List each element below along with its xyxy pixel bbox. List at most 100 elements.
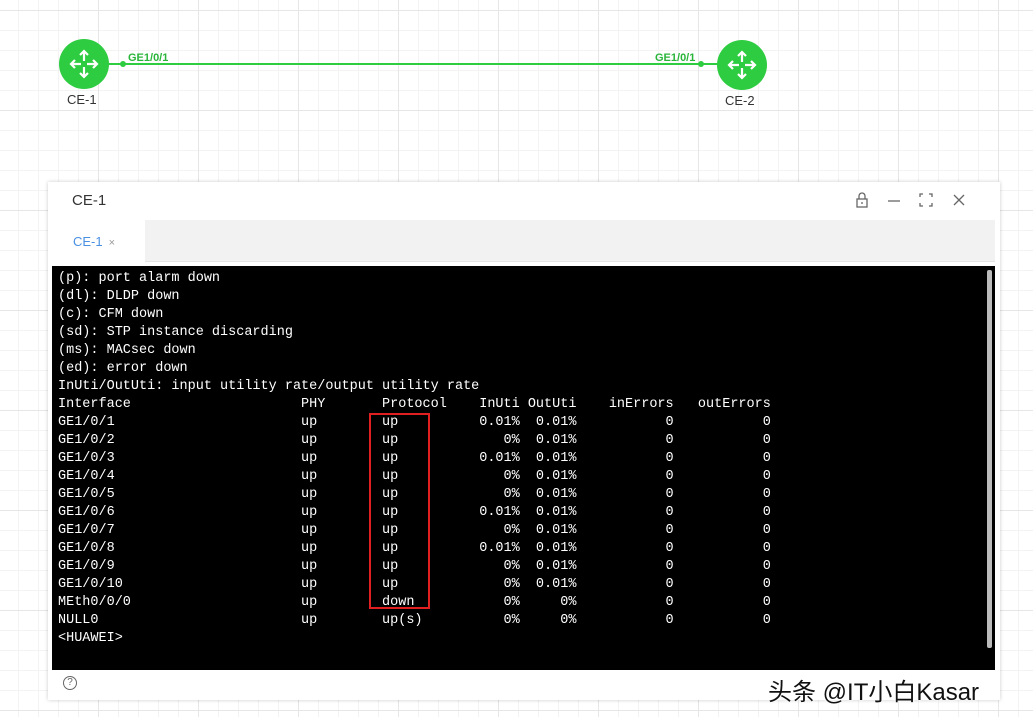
cell-4: 0% bbox=[560, 613, 577, 628]
cell-2: down bbox=[382, 595, 415, 610]
table-row: NULL0 up up(s) 0% 0% 0 0 bbox=[58, 612, 771, 630]
table-row: GE1/0/2 up up 0% 0.01% 0 0 bbox=[58, 432, 771, 450]
cell-5: 0 bbox=[665, 613, 674, 628]
terminal-output[interactable]: (p): port alarm down (dl): DLDP down (c): … bbox=[52, 266, 995, 670]
header-cell-5: inErrors bbox=[608, 397, 674, 412]
cell-5: 0 bbox=[665, 559, 674, 574]
lock-icon[interactable] bbox=[854, 192, 870, 213]
cell-5: 0 bbox=[665, 451, 674, 466]
topology-link[interactable] bbox=[108, 63, 718, 65]
cli-prompt: <HUAWEI> bbox=[58, 631, 123, 646]
cell-6: 0 bbox=[762, 559, 771, 574]
table-row: GE1/0/10 up up 0% 0.01% 0 0 bbox=[58, 576, 771, 594]
node-label: CE-1 bbox=[67, 92, 97, 107]
cell-2: up bbox=[382, 541, 399, 556]
cell-5: 0 bbox=[665, 433, 674, 448]
cell-4: 0.01% bbox=[535, 415, 577, 430]
cell-2: up bbox=[382, 505, 399, 520]
cell-3: 0% bbox=[503, 577, 520, 592]
table-row: GE1/0/5 up up 0% 0.01% 0 0 bbox=[58, 486, 771, 504]
table-row: GE1/0/8 up up 0.01% 0.01% 0 0 bbox=[58, 540, 771, 558]
router-node-ce2[interactable] bbox=[717, 40, 767, 90]
cell-6: 0 bbox=[762, 451, 771, 466]
router-icon bbox=[727, 50, 757, 80]
cell-1: up bbox=[301, 541, 318, 556]
cell-1: up bbox=[301, 595, 318, 610]
cell-2: up(s) bbox=[382, 613, 423, 628]
cell-0: GE1/0/6 bbox=[58, 505, 115, 520]
cell-4: 0.01% bbox=[535, 433, 577, 448]
header-cell-4: OutUti bbox=[527, 397, 577, 412]
cell-0: NULL0 bbox=[58, 613, 99, 628]
cell-3: 0.01% bbox=[479, 541, 520, 556]
cell-5: 0 bbox=[665, 469, 674, 484]
cell-3: 0% bbox=[503, 595, 520, 610]
cell-2: up bbox=[382, 577, 399, 592]
table-header: Interface PHY Protocol InUti OutUti inErrors o… bbox=[58, 396, 771, 414]
cell-4: 0.01% bbox=[535, 523, 577, 538]
watermark: 头条 @IT小白Kasar bbox=[768, 679, 980, 706]
cell-4: 0.01% bbox=[535, 487, 577, 502]
close-icon[interactable] bbox=[951, 192, 967, 213]
cell-1: up bbox=[301, 559, 318, 574]
router-node-ce1[interactable] bbox=[59, 39, 109, 89]
router-icon bbox=[69, 49, 99, 79]
cell-6: 0 bbox=[762, 541, 771, 556]
cell-2: up bbox=[382, 433, 399, 448]
tab-close-icon[interactable]: × bbox=[108, 237, 116, 249]
cell-2: up bbox=[382, 487, 399, 502]
minimize-icon[interactable] bbox=[886, 192, 902, 213]
cell-0: GE1/0/10 bbox=[58, 577, 123, 592]
cell-2: up bbox=[382, 559, 399, 574]
cell-3: 0.01% bbox=[479, 415, 520, 430]
legend-line: (dl): DLDP down bbox=[58, 289, 180, 304]
table-row: GE1/0/9 up up 0% 0.01% 0 0 bbox=[58, 558, 771, 576]
table-row: MEth0/0/0 up down 0% 0% 0 0 bbox=[58, 594, 771, 612]
cell-5: 0 bbox=[665, 487, 674, 502]
cell-1: up bbox=[301, 523, 318, 538]
cell-0: GE1/0/9 bbox=[58, 559, 115, 574]
port-label-ce2: GE1/0/1 bbox=[655, 52, 696, 64]
cell-6: 0 bbox=[762, 433, 771, 448]
cell-1: up bbox=[301, 451, 318, 466]
cell-4: 0% bbox=[560, 595, 577, 610]
cell-3: 0% bbox=[503, 613, 520, 628]
cell-4: 0.01% bbox=[535, 541, 577, 556]
table-row: GE1/0/1 up up 0.01% 0.01% 0 0 bbox=[58, 414, 771, 432]
cell-6: 0 bbox=[762, 469, 771, 484]
legend-line: (p): port alarm down bbox=[58, 271, 221, 286]
cell-2: up bbox=[382, 469, 399, 484]
cell-4: 0.01% bbox=[535, 451, 577, 466]
legend-line: (c): CFM down bbox=[58, 307, 164, 322]
tab-ce1[interactable]: CE-1 × bbox=[52, 220, 145, 262]
cell-1: up bbox=[301, 469, 318, 484]
cell-4: 0.01% bbox=[535, 505, 577, 520]
cell-2: up bbox=[382, 415, 399, 430]
cell-4: 0.01% bbox=[535, 469, 577, 484]
cell-3: 0% bbox=[503, 559, 520, 574]
header-cell-3: InUti bbox=[479, 397, 520, 412]
cell-2: up bbox=[382, 451, 399, 466]
legend-line: (ed): error down bbox=[58, 361, 188, 376]
cell-1: up bbox=[301, 505, 318, 520]
cell-5: 0 bbox=[665, 577, 674, 592]
cell-0: GE1/0/8 bbox=[58, 541, 115, 556]
cell-2: up bbox=[382, 523, 399, 538]
table-row: GE1/0/4 up up 0% 0.01% 0 0 bbox=[58, 468, 771, 486]
cell-0: MEth0/0/0 bbox=[58, 595, 131, 610]
help-icon[interactable]: ? bbox=[63, 676, 77, 690]
cell-5: 0 bbox=[665, 541, 674, 556]
cell-6: 0 bbox=[762, 595, 771, 610]
cell-4: 0.01% bbox=[535, 559, 577, 574]
header-cell-0: Interface bbox=[58, 397, 131, 412]
console-window: CE-1 CE-1 × (p): port alarm down (dl): DLD… bbox=[48, 182, 1000, 700]
legend-line: (ms): MACsec down bbox=[58, 343, 196, 358]
port-label-ce1: GE1/0/1 bbox=[128, 52, 169, 64]
scrollbar[interactable] bbox=[987, 270, 992, 648]
fullscreen-icon[interactable] bbox=[918, 192, 934, 213]
legend-line: (sd): STP instance discarding bbox=[58, 325, 293, 340]
cell-3: 0.01% bbox=[479, 505, 520, 520]
header-cell-1: PHY bbox=[301, 397, 326, 412]
legend-line: InUti/OutUti: input utility rate/output … bbox=[58, 379, 480, 394]
cell-5: 0 bbox=[665, 595, 674, 610]
